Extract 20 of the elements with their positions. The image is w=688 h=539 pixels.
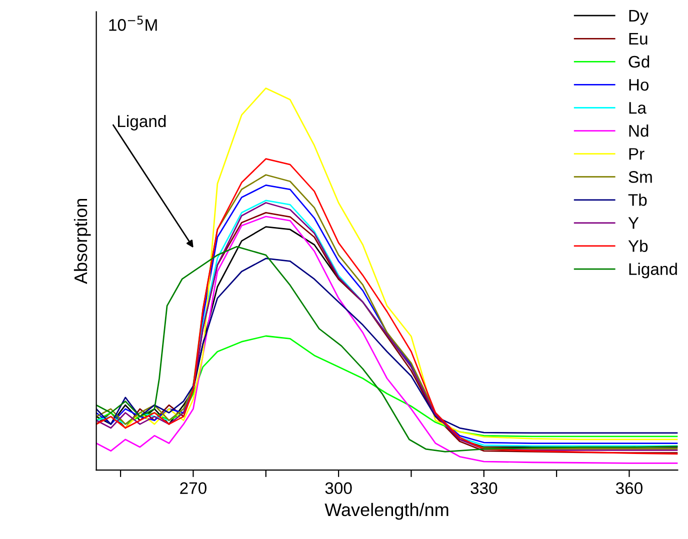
x-axis-title: Wavelength/nm bbox=[324, 502, 448, 520]
legend-label: Eu bbox=[629, 33, 648, 45]
legend-label: Yb bbox=[628, 240, 648, 252]
legend-label: Nd bbox=[629, 124, 648, 137]
legend-label: Sm bbox=[628, 171, 652, 183]
legend-label: Pr bbox=[629, 148, 644, 160]
legend-label: Tb bbox=[628, 194, 647, 206]
legend-label: Y bbox=[628, 217, 639, 229]
legend-label: Ligand bbox=[629, 262, 677, 278]
y-axis-title: Absorption bbox=[74, 198, 91, 284]
text: 10$^{−5}$M bbox=[109, 16, 157, 31]
legend-label: Gd bbox=[628, 55, 650, 68]
x-tick-label: 330 bbox=[470, 482, 498, 494]
x-tick-label: 360 bbox=[616, 482, 642, 494]
legend-label: Dy bbox=[629, 10, 648, 25]
x-tick-label: 300 bbox=[325, 482, 352, 494]
annotation: Ligand bbox=[118, 114, 166, 130]
x-tick-label: 270 bbox=[180, 482, 206, 494]
legend-label: Ho bbox=[629, 79, 649, 91]
legend-label: La bbox=[629, 102, 646, 114]
